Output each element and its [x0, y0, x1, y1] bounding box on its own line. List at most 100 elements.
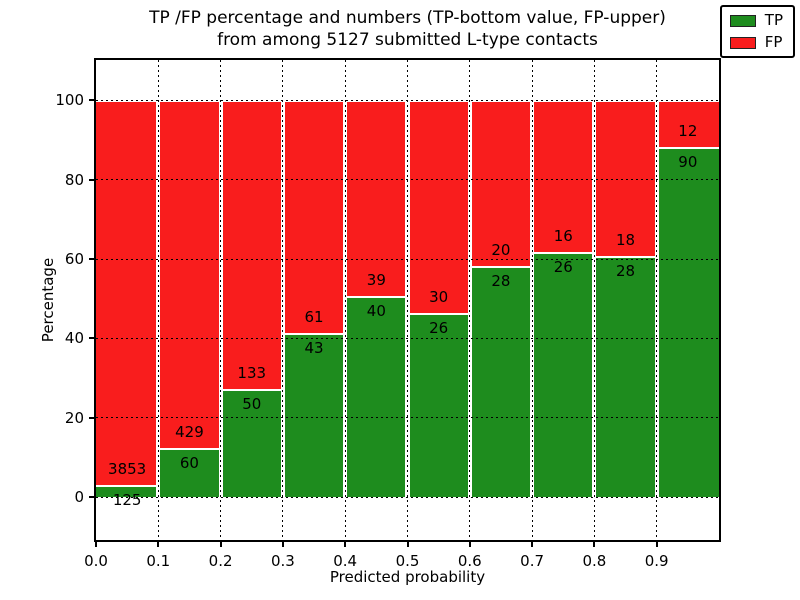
legend-label-fp: FP	[764, 33, 783, 51]
fp-bar-segment	[222, 100, 281, 389]
y-tick-label: 40	[64, 329, 84, 348]
tp-count-label: 28	[491, 271, 511, 290]
horizontal-gridline	[96, 258, 719, 260]
fp-count-label: 30	[429, 287, 449, 306]
chart-title-line1: TP /FP percentage and numbers (TP-bottom…	[149, 8, 666, 28]
vertical-gridline	[593, 60, 595, 540]
x-tick-label: 0.2	[208, 552, 233, 570]
x-tick-mark	[344, 542, 347, 547]
horizontal-gridline	[96, 496, 719, 498]
vertical-gridline	[157, 60, 159, 540]
x-tick-label: 0.1	[146, 552, 171, 570]
fp-count-label: 18	[615, 230, 636, 249]
x-tick-label: 0.3	[270, 552, 295, 570]
x-tick-mark	[95, 542, 97, 547]
horizontal-gridline	[96, 179, 719, 181]
vertical-gridline	[656, 60, 658, 540]
tp-bar-segment	[222, 388, 281, 498]
tp-count-label: 60	[179, 454, 199, 473]
x-tick-mark	[406, 542, 409, 547]
tp-count-label: 26	[553, 257, 573, 276]
vertical-gridline	[407, 60, 408, 540]
fp-count-label: 133	[237, 363, 267, 382]
x-axis-label: Predicted probability	[329, 568, 486, 586]
tp-bar-segment	[409, 312, 468, 498]
x-tick-mark	[219, 542, 222, 547]
x-tick-mark	[281, 542, 284, 547]
fp-bar-segment	[96, 100, 157, 485]
x-tick-mark	[593, 542, 596, 547]
y-tick-label: 100	[55, 91, 84, 110]
tp-bar-segment	[347, 296, 406, 498]
fp-count-label: 16	[553, 226, 573, 245]
tp-bar-segment	[160, 448, 219, 498]
y-tick-label: 80	[64, 170, 84, 189]
fp-count-label: 12	[678, 122, 698, 141]
y-tick-mark	[89, 99, 94, 102]
tp-count-label: 90	[678, 153, 698, 172]
x-tick-label: 0.5	[395, 552, 420, 570]
x-tick-label: 0.6	[457, 552, 482, 570]
fp-bar-segment	[160, 100, 219, 449]
fp-bar-segment	[596, 100, 655, 256]
y-tick-label: 20	[64, 408, 84, 427]
x-tick-label: 0.4	[333, 552, 358, 570]
plot-area: 3853 125 429 60 133 50 61 43 39 40 30 26 20 28 16 26 18 2…	[55, 58, 721, 570]
horizontal-gridline	[96, 337, 719, 339]
fp-bar-segment	[534, 100, 593, 252]
tp-count-label: 40	[366, 302, 386, 321]
fp-count-label: 39	[366, 271, 386, 290]
x-tick-mark	[468, 542, 471, 547]
y-tick-mark	[89, 416, 94, 419]
legend: TP FP	[719, 5, 795, 58]
y-tick-label: 60	[64, 250, 84, 269]
legend-entry-fp: FP	[729, 33, 783, 51]
tp-bar-segment	[534, 251, 593, 498]
tp-count-label: 43	[304, 339, 324, 358]
y-tick-label: 0	[74, 488, 84, 507]
tp-bar-segment	[96, 484, 157, 498]
x-tick-mark	[655, 542, 658, 547]
fp-count-label: 429	[175, 423, 204, 442]
horizontal-gridline	[96, 99, 719, 101]
y-tick-mark	[89, 178, 94, 181]
fp-bar-segment	[658, 100, 719, 148]
tp-bar-segment	[658, 147, 719, 498]
vertical-gridline	[282, 60, 284, 540]
horizontal-gridline	[96, 417, 719, 419]
fp-bar-segment	[471, 100, 531, 266]
fp-count-label: 3853	[108, 459, 147, 478]
legend-entry-tp: TP	[729, 11, 783, 29]
tp-count-label: 125	[112, 490, 142, 509]
tp-count-label: 26	[429, 318, 449, 337]
x-tick-label: 0.7	[520, 552, 545, 570]
y-tick-mark	[89, 337, 94, 340]
y-axis-label: Percentage	[39, 257, 57, 343]
legend-label-tp: TP	[764, 11, 783, 29]
tp-count-label: 50	[242, 394, 262, 413]
x-tick-label: 0.9	[644, 552, 669, 570]
x-tick-mark	[157, 542, 160, 547]
x-tick-label: 0.0	[84, 552, 108, 570]
y-tick-mark	[89, 496, 94, 499]
vertical-gridline	[220, 60, 222, 540]
tp-bar-segment	[284, 333, 344, 498]
x-tick-mark	[531, 542, 534, 547]
tp-bar-segment	[596, 255, 655, 498]
fp-count-label: 61	[304, 308, 324, 327]
fp-bar-segment	[409, 100, 468, 313]
vertical-gridline	[469, 60, 471, 540]
fp-count-label: 20	[491, 240, 511, 259]
chart-title-line2: from among 5127 submitted L-type contact…	[217, 30, 598, 50]
fp-bar-segment	[347, 100, 406, 297]
y-tick-mark	[89, 258, 94, 261]
vertical-gridline	[344, 60, 346, 540]
fp-bar-segment	[284, 100, 344, 334]
tp-count-label: 28	[615, 261, 636, 280]
tp-color-swatch	[729, 14, 756, 27]
tp-bar-segment	[471, 265, 531, 498]
vertical-gridline	[531, 60, 533, 540]
x-tick-label: 0.8	[582, 552, 607, 570]
fp-color-swatch	[729, 36, 756, 49]
